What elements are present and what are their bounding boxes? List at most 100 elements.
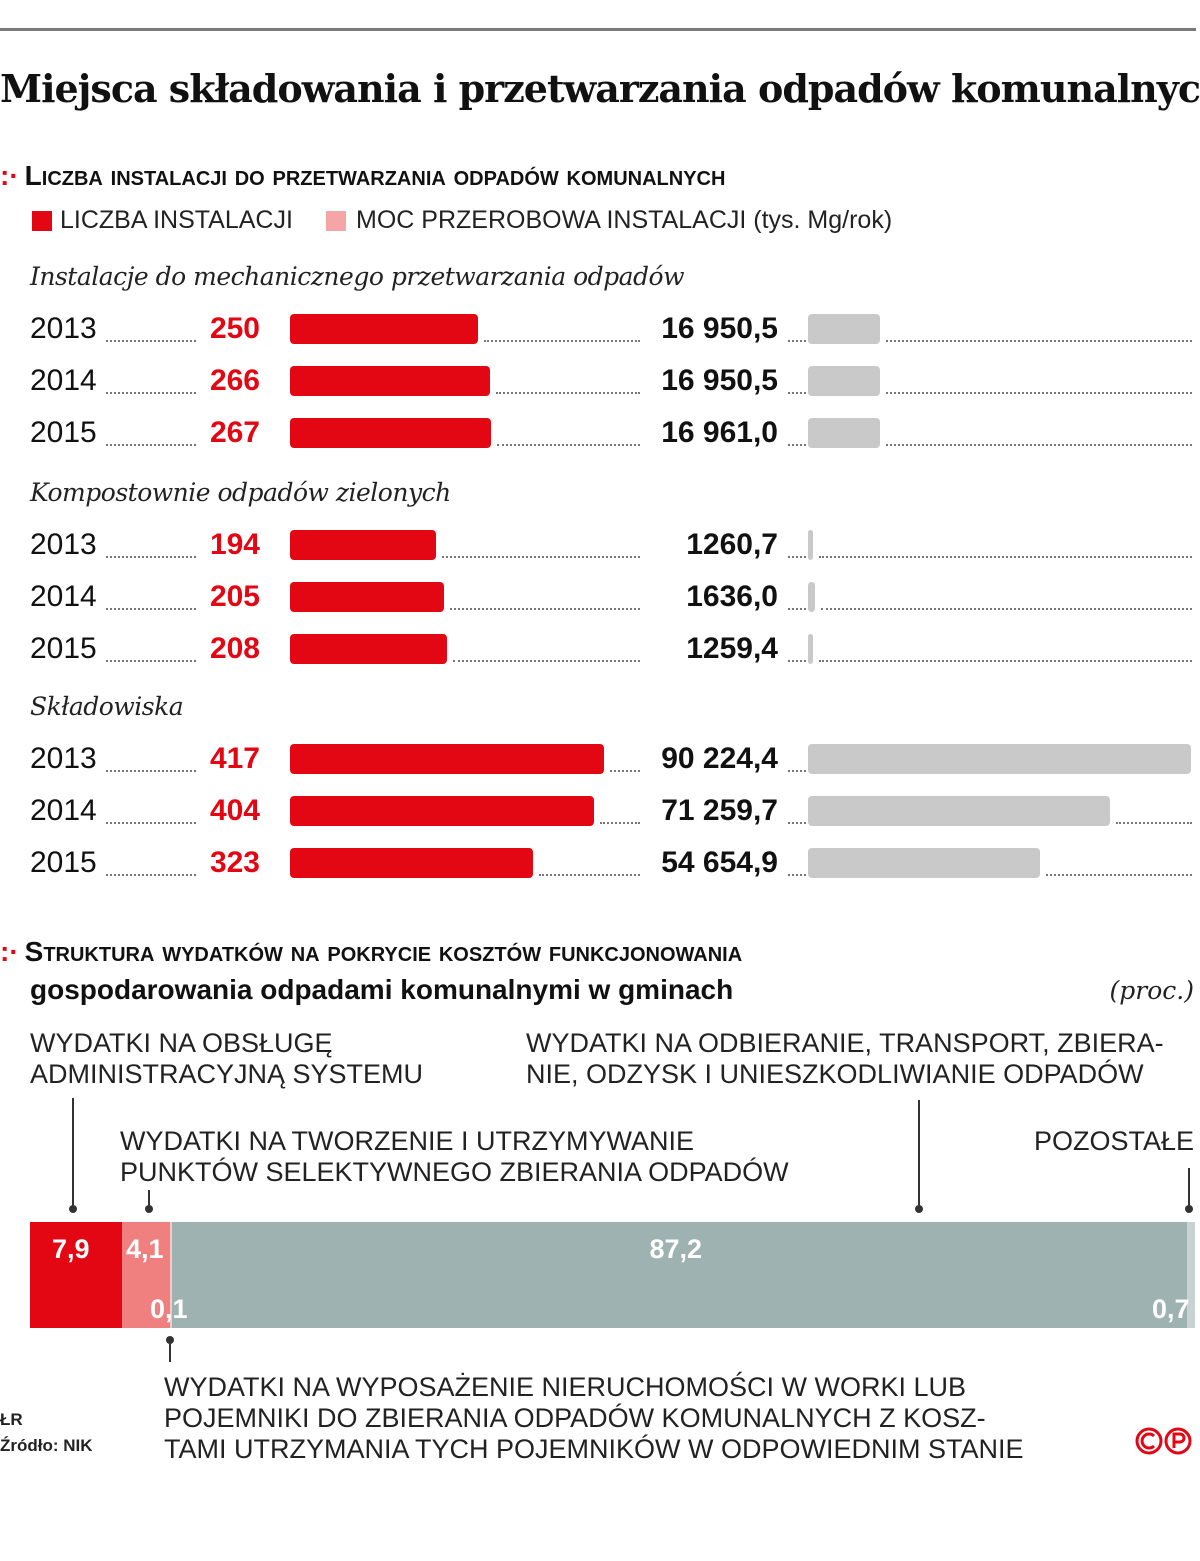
- leader-dots: [788, 556, 806, 558]
- count-bar: [290, 744, 604, 774]
- group-title: Instalacje do mechanicznego przetwarzani…: [30, 262, 685, 291]
- section-marker-icon: :·: [0, 160, 19, 191]
- leader-dots: [106, 608, 196, 610]
- count-value: 417: [209, 742, 260, 775]
- caption-collection-line1: WYDATKI NA ODBIERANIE, TRANSPORT, ZBIERA…: [526, 1028, 1164, 1058]
- leader-dot-selective: [145, 1205, 153, 1213]
- caption-selective-line2: PUNKTÓW SELEKTYWNEGO ZBIERANIA ODPADÓW: [120, 1157, 789, 1187]
- capacity-bar: [808, 796, 1110, 826]
- section2-heading: :· Struktura wydatków na pokrycie kosztów…: [0, 936, 742, 968]
- unit-label: (proc.): [1109, 976, 1194, 1005]
- leader-dots: [821, 608, 1192, 610]
- capacity-value: 16 950,5: [661, 312, 778, 345]
- leader-dots: [886, 444, 1192, 446]
- leader-dots: [442, 556, 640, 558]
- count-bar: [290, 796, 594, 826]
- group-title: Kompostownie odpadów zielonych: [30, 478, 451, 507]
- caption-admin: WYDATKI NA OBSŁUGĘ ADMINISTRACYJNĄ SYSTE…: [30, 1028, 423, 1090]
- leader-dot-admin: [69, 1205, 77, 1213]
- count-bar: [290, 582, 444, 612]
- caption-collection: WYDATKI NA ODBIERANIE, TRANSPORT, ZBIERA…: [526, 1028, 1164, 1090]
- capacity-bar: [808, 418, 880, 448]
- caption-selective-line1: WYDATKI NA TWORZENIE I UTRZYMYWANIE: [120, 1126, 695, 1156]
- page-title: Miejsca składowania i przetwarzania odpa…: [0, 66, 1200, 111]
- segment-value-label: 0,7: [1152, 1294, 1190, 1324]
- group-title: Składowiska: [30, 692, 184, 721]
- capacity-value: 1260,7: [686, 528, 778, 561]
- leader-dots: [886, 340, 1192, 342]
- count-bar: [290, 418, 491, 448]
- caption-other: POZOSTAŁE: [1033, 1126, 1194, 1156]
- count-value: 194: [209, 528, 260, 561]
- capacity-bar: [808, 744, 1191, 774]
- segment-value-label: 4,1: [126, 1234, 164, 1264]
- leader-dots: [106, 822, 196, 824]
- count-value: 205: [209, 580, 260, 613]
- caption-admin-line2: ADMINISTRACYJNĄ SYSTEMU: [30, 1059, 424, 1089]
- stacked-segment: [1187, 1222, 1195, 1328]
- leader-dots: [788, 608, 806, 610]
- stacked-segment: [122, 1222, 170, 1328]
- leader-dots: [610, 770, 640, 772]
- stacked-segment: [30, 1222, 122, 1328]
- leader-dots: [600, 822, 640, 824]
- leader-dots: [788, 874, 806, 876]
- stacked-segment: [170, 1222, 172, 1328]
- capacity-bar: [808, 582, 815, 612]
- leader-dots: [788, 822, 806, 824]
- leader-dots: [788, 444, 806, 446]
- leader-dots: [886, 392, 1192, 394]
- legend-label-capacity: MOC PRZEROBOWA INSTALACJI (tys. Mg/rok): [356, 206, 893, 234]
- section1-heading-text: Liczba instalacji do przetwarzania odpad…: [24, 160, 726, 191]
- caption-admin-line1: WYDATKI NA OBSŁUGĘ: [30, 1028, 333, 1058]
- leader-dots: [788, 392, 806, 394]
- count-value: 208: [209, 632, 260, 665]
- leader-dots: [819, 556, 1192, 558]
- row-year: 2013: [30, 528, 97, 561]
- section-marker-icon: :·: [0, 936, 19, 967]
- capacity-value: 54 654,9: [661, 846, 778, 879]
- row-year: 2014: [30, 580, 97, 613]
- caption-containers-line1: WYDATKI NA WYPOSAŻENIE NIERUCHOMOŚCI W W…: [164, 1372, 967, 1402]
- capacity-bar: [808, 314, 880, 344]
- caption-containers-line3: TAMI UTRZYMANIA TYCH POJEMNIKÓW W ODPOWI…: [164, 1434, 1024, 1464]
- legend-label-count: LICZBA INSTALACJI: [60, 206, 293, 234]
- leader-line-containers: [169, 1340, 171, 1362]
- leader-dots: [106, 660, 196, 662]
- capacity-bar: [808, 848, 1040, 878]
- leader-dots: [497, 444, 640, 446]
- leader-dots: [496, 392, 640, 394]
- leader-dots: [539, 874, 640, 876]
- segment-value-label: 87,2: [649, 1234, 703, 1264]
- row-year: 2014: [30, 364, 97, 397]
- count-value: 250: [209, 312, 260, 345]
- count-value: 404: [209, 794, 260, 827]
- caption-collection-line2: NIE, ODZYSK I UNIESZKODLIWIANIE ODPADÓW: [526, 1059, 1144, 1089]
- leader-dot-other: [1185, 1205, 1193, 1213]
- leader-line-admin: [72, 1098, 74, 1208]
- count-value: 266: [209, 364, 260, 397]
- count-value: 267: [209, 416, 260, 449]
- legend-swatch-count: [32, 211, 52, 231]
- leader-dots: [106, 444, 196, 446]
- leader-dots: [1116, 822, 1192, 824]
- leader-dot-collection: [915, 1205, 923, 1213]
- row-year: 2015: [30, 632, 97, 665]
- source-credit: Źródło: NIK: [0, 1436, 93, 1455]
- capacity-bar: [808, 530, 813, 560]
- leader-dots: [106, 340, 196, 342]
- leader-dot-containers: [166, 1336, 174, 1344]
- count-bar: [290, 314, 478, 344]
- leader-dots: [788, 340, 806, 342]
- count-bar: [290, 366, 490, 396]
- count-value: 323: [209, 846, 260, 879]
- capacity-value: 1259,4: [686, 632, 778, 665]
- leader-dots: [106, 556, 196, 558]
- row-year: 2014: [30, 794, 97, 827]
- leader-dots: [106, 392, 196, 394]
- leader-dots: [453, 660, 640, 662]
- legend-swatch-capacity: [326, 211, 346, 231]
- section2-heading-line1: Struktura wydatków na pokrycie kosztów f…: [24, 936, 743, 967]
- capacity-bar: [808, 366, 880, 396]
- count-bar: [290, 530, 436, 560]
